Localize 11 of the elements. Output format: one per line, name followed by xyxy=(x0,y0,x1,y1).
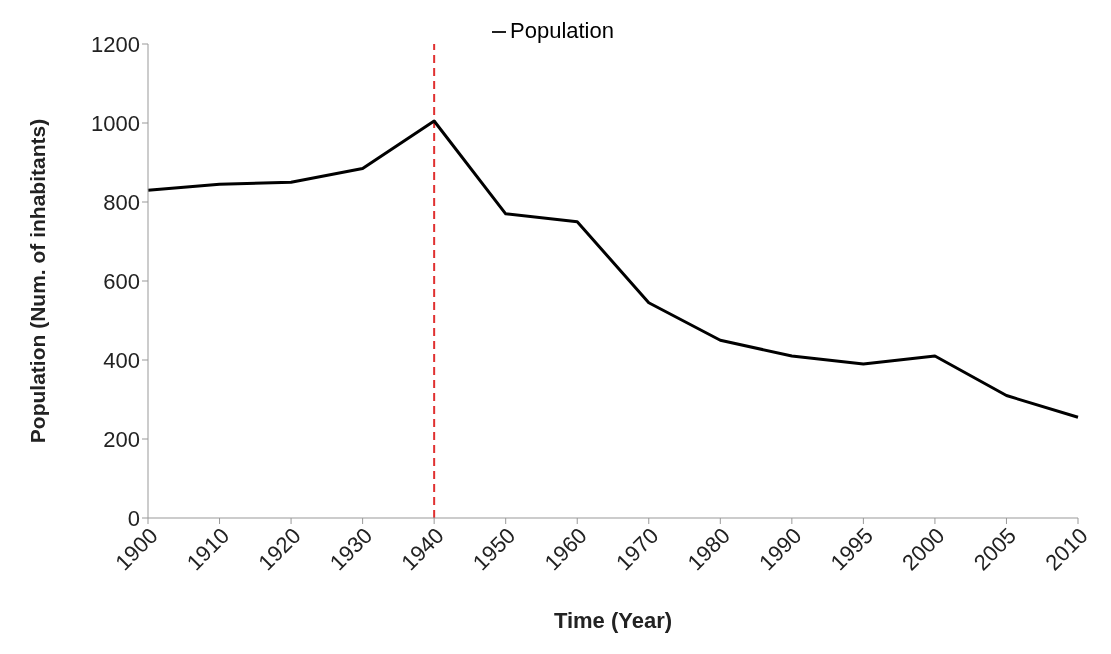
x-axis-title: Time (Year) xyxy=(553,608,673,633)
y-tick-label: 1000 xyxy=(91,110,140,136)
y-tick-label: 600 xyxy=(103,268,140,294)
y-tick-label: 1200 xyxy=(91,31,140,57)
y-tick-label: 200 xyxy=(103,426,140,452)
y-tick-label: 0 xyxy=(127,505,140,531)
legend-label: Population xyxy=(510,18,614,43)
y-tick-label: 400 xyxy=(103,347,140,373)
y-axis-title: Population (Num. of inhabitants) xyxy=(26,118,50,444)
y-tick-label: 800 xyxy=(103,189,140,215)
line-series xyxy=(146,119,1080,419)
